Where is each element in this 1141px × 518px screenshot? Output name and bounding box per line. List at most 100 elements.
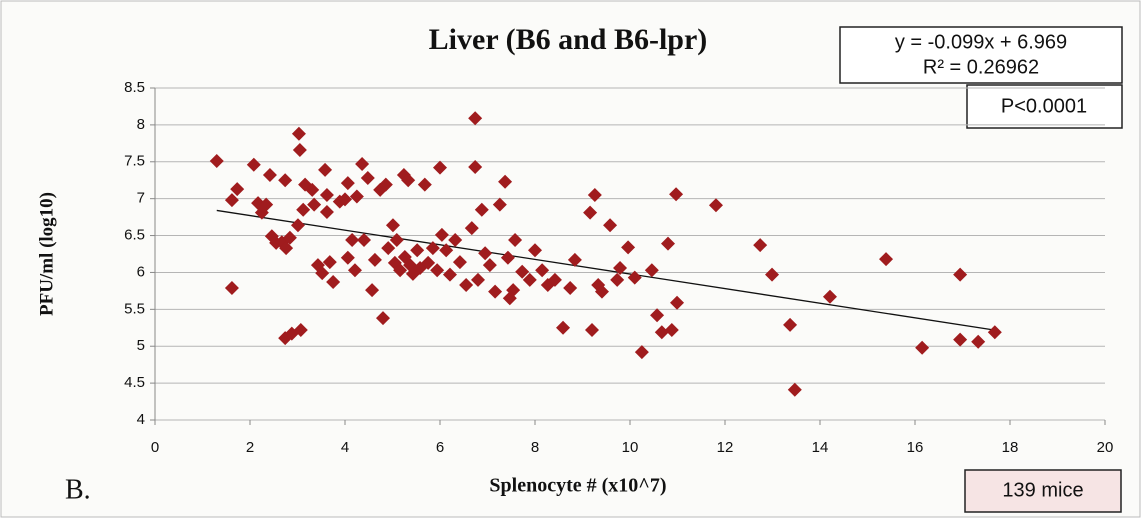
data-point <box>822 289 837 304</box>
data-point <box>318 162 333 177</box>
data-point <box>987 325 1002 340</box>
data-point <box>442 267 457 282</box>
x-tick-label: 6 <box>436 439 444 456</box>
data-point <box>654 325 669 340</box>
x-tick-label: 2 <box>246 439 254 456</box>
p-value-box <box>966 84 1123 129</box>
data-point <box>262 168 277 183</box>
data-point <box>644 263 659 278</box>
data-point <box>365 283 380 298</box>
data-point <box>500 250 515 265</box>
data-point <box>357 232 371 247</box>
data-point <box>613 261 628 276</box>
data-point <box>326 275 341 290</box>
y-tick-label: 4.5 <box>124 374 145 391</box>
data-point <box>282 230 297 245</box>
x-axis-label: Splenocyte # (x10^7) <box>489 475 666 497</box>
data-point <box>515 264 530 279</box>
p-value: P<0.0001 <box>1001 95 1087 117</box>
data-point <box>246 157 261 172</box>
data-point <box>433 160 447 175</box>
data-point <box>376 311 390 326</box>
data-point <box>953 332 968 347</box>
data-point <box>753 238 768 253</box>
x-tick-label: 0 <box>151 439 159 456</box>
x-tick-label: 18 <box>1002 439 1019 456</box>
data-point <box>670 295 685 310</box>
x-tick-label: 12 <box>717 439 734 456</box>
data-point <box>765 267 780 282</box>
data-point <box>340 176 355 191</box>
x-tick-label: 16 <box>907 439 924 456</box>
data-point <box>439 243 454 258</box>
data-point <box>627 270 642 285</box>
data-point <box>522 272 537 287</box>
data-point <box>587 187 602 202</box>
data-point <box>783 317 798 332</box>
data-point <box>634 345 649 360</box>
data-point <box>319 204 334 219</box>
data-point <box>535 263 550 278</box>
data-point <box>338 192 352 207</box>
data-point <box>292 142 307 157</box>
data-point <box>708 198 723 213</box>
data-point <box>498 174 513 189</box>
y-tick-label: 7 <box>137 190 145 207</box>
data-point <box>468 159 483 174</box>
x-tick-label: 10 <box>622 439 639 456</box>
data-point <box>224 193 239 208</box>
y-tick-label: 5 <box>137 337 145 354</box>
data-point <box>506 283 521 298</box>
data-point <box>556 320 571 335</box>
data-point <box>430 263 445 278</box>
data-point <box>669 187 684 202</box>
count: 139 mice <box>1002 479 1083 501</box>
data-point <box>434 227 449 242</box>
data-point <box>603 218 618 233</box>
data-point <box>378 177 393 192</box>
data-point <box>448 232 463 247</box>
data-point <box>610 272 625 287</box>
x-tick-label: 14 <box>812 439 829 456</box>
data-point <box>567 252 582 267</box>
data-point <box>401 173 416 188</box>
data-point <box>347 263 362 278</box>
data-point <box>421 255 436 270</box>
data-point <box>478 246 493 261</box>
data-point <box>482 258 497 273</box>
data-point <box>468 111 483 126</box>
y-tick-label: 5.5 <box>124 300 145 317</box>
data-point <box>381 241 396 256</box>
data-point <box>291 126 306 141</box>
data-point <box>528 243 542 258</box>
data-point <box>488 284 503 299</box>
data-point <box>296 202 311 217</box>
data-point <box>787 382 802 397</box>
data-point <box>563 280 578 295</box>
data-point <box>319 187 334 202</box>
equation-box <box>839 26 1123 84</box>
data-point <box>661 236 675 251</box>
trendline <box>216 209 995 331</box>
data-point <box>345 232 360 247</box>
y-tick-label: 6.5 <box>124 227 145 244</box>
data-point <box>915 340 930 355</box>
data-point <box>305 182 320 197</box>
data-point <box>360 171 375 186</box>
data-point <box>464 221 479 236</box>
data-point <box>971 334 986 349</box>
data-point <box>315 266 330 281</box>
data-point <box>650 308 665 323</box>
data-point <box>209 154 224 169</box>
data-point <box>290 218 305 233</box>
data-point <box>417 177 432 192</box>
y-tick-label: 7.5 <box>124 153 145 170</box>
data-point <box>452 255 467 270</box>
data-point <box>583 205 598 220</box>
data-point <box>278 173 293 188</box>
data-point <box>474 202 489 217</box>
data-point <box>508 232 523 247</box>
y-tick-label: 8.5 <box>124 79 145 96</box>
